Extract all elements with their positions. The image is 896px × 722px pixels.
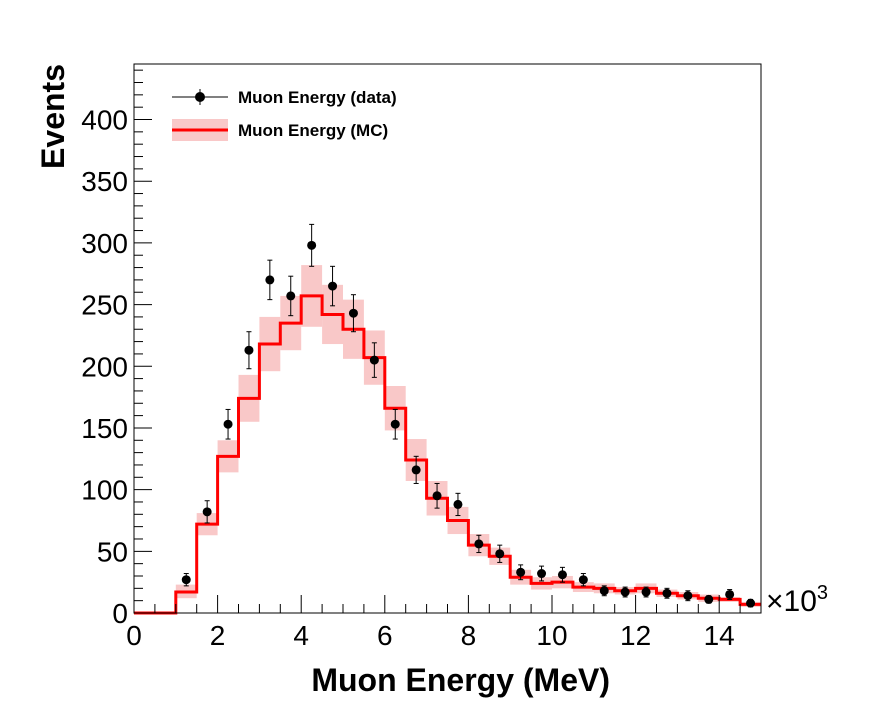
data-marker (286, 291, 296, 301)
x-tick-label: 8 (461, 620, 477, 651)
data-point (265, 259, 275, 301)
data-point (307, 223, 317, 267)
data-marker (181, 575, 191, 585)
y-tick-label: 350 (81, 166, 128, 197)
data-point (641, 586, 651, 598)
data-point (202, 500, 212, 524)
data-point (223, 408, 233, 440)
x-tick-label: 2 (210, 620, 226, 651)
x-tick-label: 14 (704, 620, 735, 651)
data-point (495, 544, 505, 563)
data-marker (432, 491, 442, 501)
data-point (328, 265, 338, 307)
y-tick-label: 0 (112, 598, 128, 629)
data-marker (683, 591, 693, 601)
data-point (578, 573, 588, 587)
data-point (662, 587, 672, 599)
data-marker (453, 499, 463, 509)
data-marker (265, 275, 275, 285)
mc-histogram-line (134, 294, 761, 615)
data-marker (746, 598, 756, 608)
x-tick-label: 6 (377, 620, 393, 651)
x-tick-label: 0 (126, 620, 142, 651)
data-marker (578, 575, 588, 585)
y-tick-label: 200 (81, 351, 128, 382)
y-tick-label: 400 (81, 105, 128, 136)
x-scale-exponent: 3 (817, 582, 828, 604)
data-marker (223, 419, 233, 429)
data-point (411, 455, 421, 484)
legend-entry-mc: Muon Energy (MC) (172, 119, 388, 141)
x-tick-label: 4 (293, 620, 309, 651)
data-marker (390, 419, 400, 429)
data-point (725, 589, 735, 600)
data-marker (411, 465, 421, 475)
y-tick-label: 100 (81, 475, 128, 506)
data-point (746, 598, 756, 608)
data-marker (369, 355, 379, 365)
data-point (432, 482, 442, 509)
mc-histogram (134, 294, 761, 615)
x-scale-base: 10 (784, 585, 817, 618)
axes: 0 2 4 6 8 10 12 14 0 50 100 150 200 250 300 350 400 (81, 63, 762, 651)
data-marker (537, 569, 547, 579)
data-marker (474, 539, 484, 549)
data-point (599, 585, 609, 597)
data-marker (244, 345, 254, 355)
data-marker (516, 567, 526, 577)
data-marker (495, 549, 505, 559)
legend: Muon Energy (data) Muon Energy (MC) (172, 88, 397, 141)
data-point (620, 586, 630, 598)
data-point (474, 534, 484, 554)
data-marker (620, 587, 630, 597)
data-point (390, 408, 400, 440)
data-marker (202, 507, 212, 517)
y-tick-label: 250 (81, 290, 128, 321)
data-marker (641, 587, 651, 597)
legend-entry-data: Muon Energy (data) (172, 88, 397, 107)
data-marker (307, 240, 317, 250)
mc-uncertainty-band (175, 265, 761, 607)
data-point (453, 492, 463, 517)
data-point (557, 566, 567, 583)
y-tick-label: 300 (81, 228, 128, 259)
data-point (181, 573, 191, 587)
legend-label-mc: Muon Energy (MC) (238, 121, 388, 140)
data-point (244, 331, 254, 370)
x-tick-label: 12 (620, 620, 651, 651)
data-point (369, 342, 379, 378)
legend-data-marker (195, 92, 205, 102)
x-axis-title: Muon Energy (MeV) (311, 662, 610, 698)
data-points (181, 223, 756, 608)
data-marker (662, 588, 672, 598)
data-point (704, 594, 714, 604)
data-marker (348, 308, 358, 318)
y-tick-label: 50 (97, 536, 128, 567)
data-marker (599, 586, 609, 596)
data-marker (557, 570, 567, 580)
data-marker (725, 589, 735, 599)
data-marker (328, 281, 338, 291)
data-point (516, 564, 526, 581)
x-tick-label: 10 (536, 620, 567, 651)
data-marker (704, 594, 714, 604)
y-axis-title: Events (35, 64, 71, 169)
data-point (537, 565, 547, 582)
data-point (348, 294, 358, 333)
data-point (683, 590, 693, 602)
legend-label-data: Muon Energy (data) (238, 88, 397, 107)
y-tick-label: 150 (81, 413, 128, 444)
data-point (286, 275, 296, 317)
